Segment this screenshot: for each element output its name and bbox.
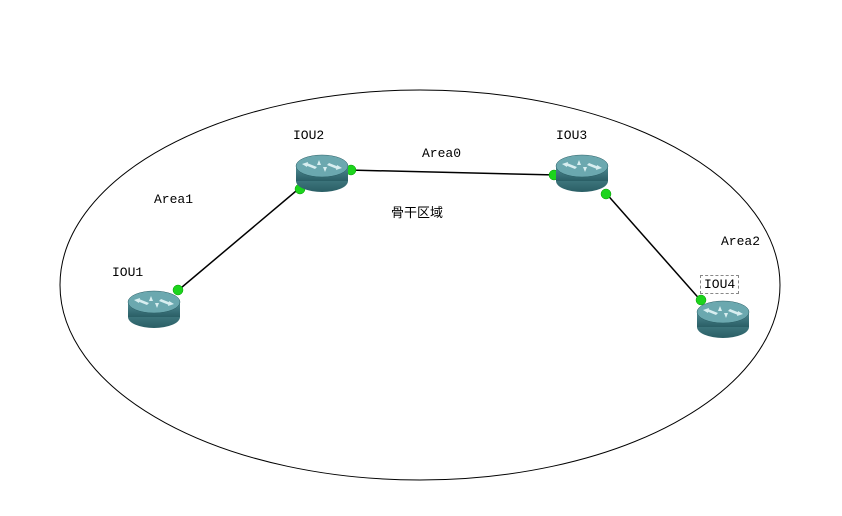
text-label-area0: Area0 xyxy=(422,146,461,161)
router-iou2[interactable] xyxy=(295,153,349,193)
ports-layer xyxy=(173,165,706,305)
text-label-backbone: 骨干区域 xyxy=(391,202,443,221)
node-label-iou3: IOU3 xyxy=(556,128,587,143)
node-label-iou4: IOU4 xyxy=(700,275,739,294)
router-iou3[interactable] xyxy=(555,153,609,193)
text-label-area2: Area2 xyxy=(721,234,760,249)
link-IOU2-IOU3 xyxy=(348,170,557,175)
area-ellipse xyxy=(60,90,780,480)
text-label-area1: Area1 xyxy=(154,192,193,207)
link-IOU3-IOU4 xyxy=(604,191,703,303)
node-label-iou1: IOU1 xyxy=(112,265,143,280)
router-iou4[interactable] xyxy=(696,299,750,339)
node-label-iou2: IOU2 xyxy=(293,128,324,143)
router-iou1[interactable] xyxy=(127,289,181,329)
diagram-canvas xyxy=(0,0,842,516)
links-layer xyxy=(175,170,703,303)
link-IOU1-IOU2 xyxy=(175,186,302,293)
